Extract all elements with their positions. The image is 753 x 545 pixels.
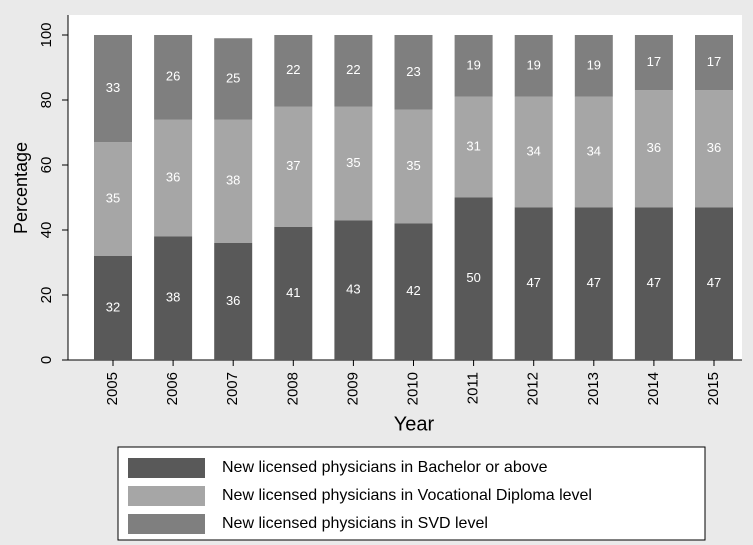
bar-segment [454, 197, 493, 360]
value-label: 19 [526, 57, 540, 72]
legend [117, 446, 706, 541]
bar-segment [154, 236, 193, 360]
x-tick-label: 2008 [284, 372, 301, 405]
value-label: 22 [346, 62, 360, 77]
legend-swatch [128, 486, 205, 506]
y-tick-label: 20 [38, 287, 55, 304]
value-label: 36 [166, 169, 180, 184]
value-label: 19 [587, 57, 601, 72]
bar-segment [574, 35, 613, 97]
bar-segment [394, 35, 433, 110]
bar-segment [634, 207, 673, 360]
x-tick-label: 2014 [645, 372, 662, 405]
value-label: 19 [466, 57, 480, 72]
legend-swatch [128, 514, 205, 534]
y-axis-label: Percentage [11, 142, 31, 234]
bar-segment [574, 96, 613, 208]
value-label: 47 [587, 275, 601, 290]
value-label: 17 [647, 54, 661, 69]
y-tick-label: 100 [38, 22, 55, 47]
bar-segment [634, 35, 673, 91]
bar-segment [454, 96, 493, 198]
value-label: 35 [406, 158, 420, 173]
bar-segment [574, 207, 613, 360]
bar-segment [514, 207, 553, 360]
bar-segment [394, 223, 433, 360]
bar-segment [695, 35, 733, 91]
x-tick-label: 2015 [705, 372, 722, 405]
value-label: 35 [346, 155, 360, 170]
bar-segment [274, 106, 313, 227]
x-tick-label: 2013 [585, 372, 602, 405]
bar-segment [274, 226, 313, 360]
value-label: 17 [707, 54, 721, 69]
bar-segment [695, 90, 733, 208]
bar-segment [514, 96, 553, 208]
x-tick-label: 2007 [224, 372, 241, 405]
bar-segment [94, 35, 132, 143]
value-label: 43 [346, 282, 360, 297]
value-label: 36 [647, 140, 661, 155]
bar-segment [154, 35, 193, 120]
value-label: 42 [406, 283, 420, 298]
value-label: 50 [466, 270, 480, 285]
legend-label: New licensed physicians in Vocational Di… [222, 487, 592, 504]
bar-segment [94, 142, 132, 256]
value-label: 47 [526, 275, 540, 290]
value-label: 35 [106, 191, 120, 206]
bar-segment [695, 207, 733, 360]
legend-swatch [128, 458, 205, 478]
bar-segment [334, 106, 373, 221]
value-label: 32 [106, 299, 120, 314]
y-tick-label: 60 [38, 157, 55, 174]
value-label: 22 [286, 62, 300, 77]
value-label: 36 [707, 140, 721, 155]
value-label: 38 [226, 173, 240, 188]
legend-label: New licensed physicians in Bachelor or a… [222, 459, 548, 476]
bar-segment [214, 119, 253, 243]
value-label: 41 [286, 285, 300, 300]
x-axis-label: Year [394, 413, 435, 435]
value-label: 23 [406, 64, 420, 79]
value-label: 37 [286, 158, 300, 173]
x-tick-label: 2005 [104, 372, 121, 405]
bar-segment [214, 243, 253, 360]
bar-segment [514, 35, 553, 97]
bar-segment [394, 109, 433, 224]
y-tick-label: 40 [38, 222, 55, 239]
x-tick-label: 2006 [164, 372, 181, 405]
legend-label: New licensed physicians in SVD level [222, 515, 488, 532]
value-label: 31 [466, 139, 480, 154]
value-label: 36 [226, 293, 240, 308]
value-label: 34 [587, 143, 601, 158]
value-label: 26 [166, 69, 180, 84]
value-label: 34 [526, 143, 540, 158]
x-tick-label: 2012 [525, 372, 542, 405]
x-tick-label: 2010 [404, 372, 421, 405]
bar-segment [334, 35, 373, 107]
value-label: 25 [226, 70, 240, 85]
value-label: 38 [166, 290, 180, 305]
bar-segment [454, 35, 493, 97]
bar-segment [94, 256, 132, 360]
bar-segment [154, 119, 193, 237]
value-label: 47 [647, 275, 661, 290]
y-tick-label: 80 [38, 92, 55, 109]
value-label: 33 [106, 80, 120, 95]
y-tick-label: 0 [38, 356, 55, 364]
x-tick-label: 2011 [465, 372, 482, 404]
bar-segment [634, 90, 673, 208]
x-tick-label: 2009 [344, 372, 361, 405]
value-label: 47 [707, 275, 721, 290]
bar-segment [334, 220, 373, 360]
bar-segment [214, 38, 253, 120]
bar-segment [274, 35, 313, 107]
